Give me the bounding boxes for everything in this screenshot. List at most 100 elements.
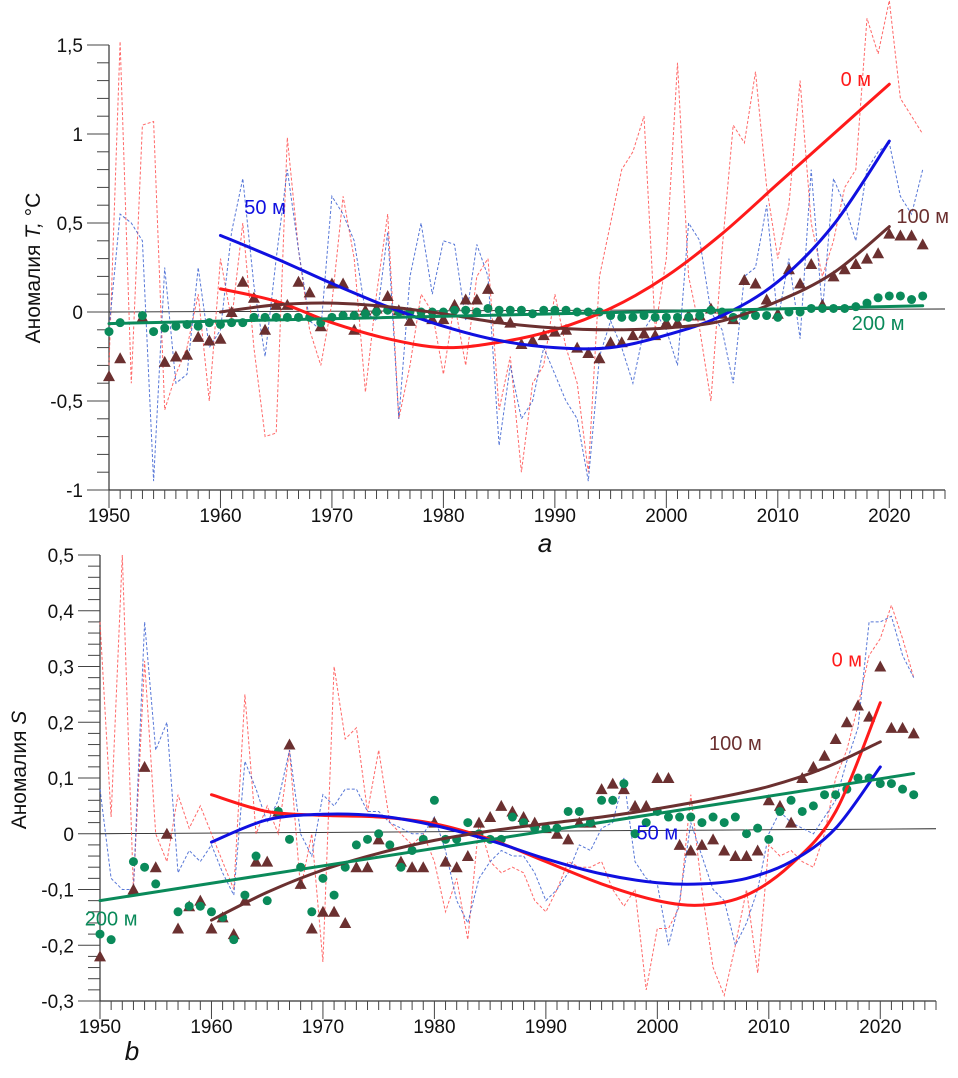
y-axis-title: Аномалия S (8, 711, 31, 830)
circle-marker (193, 321, 203, 331)
triangle-marker (805, 257, 818, 269)
triangle-marker (883, 227, 896, 239)
circle-marker (262, 896, 272, 906)
triangle-marker (684, 844, 697, 856)
panel-a-temperature: 1950 1960 1970 1980 1990 2000 2010 2020 -1 -0,5 0 0… (22, 0, 949, 558)
y-axis-title-prefix: Аномалия (8, 725, 31, 830)
triangle-marker (794, 277, 807, 289)
circle-marker (307, 907, 317, 917)
circle-marker (494, 305, 504, 315)
y-axis-title-unit: °C (22, 193, 45, 222)
triangle-marker (785, 816, 798, 828)
y-tick-label: 0 (72, 303, 83, 324)
triangle-marker (537, 329, 550, 341)
triangle-marker (626, 329, 639, 341)
triangle-marker (114, 352, 127, 364)
circle-marker (808, 801, 818, 811)
x-tick-label: 1990 (525, 1017, 567, 1038)
triangle-marker (316, 905, 329, 917)
y-tick-label: -1 (66, 481, 83, 502)
circle-marker (251, 851, 261, 861)
x-tick-label: 2020 (868, 506, 910, 527)
circle-marker (895, 291, 905, 301)
triangle-marker (214, 332, 227, 344)
series-label-50m: 50 м (244, 197, 286, 219)
triangle-marker (461, 850, 474, 862)
circle-marker (661, 312, 671, 322)
triangle-marker (181, 348, 194, 360)
triangle-marker (203, 334, 216, 346)
circle-marker (697, 818, 707, 828)
circle-marker (719, 818, 729, 828)
triangle-marker (303, 286, 316, 298)
triangle-marker (127, 883, 140, 895)
triangle-marker (818, 749, 831, 761)
circle-marker (574, 806, 584, 816)
triangle-marker (551, 827, 564, 839)
triangle-marker (236, 275, 249, 287)
circle-marker (797, 806, 807, 816)
triangle-marker (582, 346, 595, 358)
circle-marker (628, 312, 638, 322)
triangle-marker (849, 257, 862, 269)
triangle-marker (740, 850, 753, 862)
x-tick-label: 1980 (413, 1017, 455, 1038)
triangle-marker (593, 352, 606, 364)
triangle-marker (526, 334, 539, 346)
panel-label: a (538, 528, 552, 558)
circle-marker (173, 907, 183, 917)
circle-marker (630, 829, 640, 839)
circle-marker (206, 907, 216, 917)
triangle-marker (629, 799, 642, 811)
triangle-marker (638, 327, 651, 339)
triangle-marker (604, 336, 617, 348)
circle-marker (918, 291, 928, 301)
triangle-marker (149, 861, 162, 873)
triangle-marker (874, 660, 887, 672)
y-tick-label: 0,3 (48, 658, 74, 679)
triangle-marker (640, 799, 653, 811)
y-tick-label: -0,3 (41, 992, 74, 1013)
triangle-marker (481, 282, 494, 294)
triangle-marker (350, 861, 363, 873)
triangle-marker (807, 760, 820, 772)
triangle-marker (192, 330, 205, 342)
triangle-marker (606, 777, 619, 789)
series-label-0m: 0 м (841, 69, 871, 91)
circle-marker (875, 779, 885, 789)
triangle-marker (707, 833, 720, 845)
x-tick-label: 1960 (199, 506, 241, 527)
circle-marker (773, 312, 783, 322)
triangle-marker (169, 350, 182, 362)
trend-line-50m (209, 765, 882, 886)
y-tick-label: -0,1 (41, 881, 74, 902)
circle-marker (450, 305, 460, 315)
triangle-marker (562, 833, 575, 845)
triangle-marker (138, 760, 151, 772)
series-label-100m: 100 м (709, 733, 762, 755)
triangle-marker (617, 783, 630, 795)
triangle-marker (651, 772, 664, 783)
marker-series-100m (103, 227, 929, 382)
circle-marker (137, 311, 147, 321)
y-axis-title: Аномалия T, °C (22, 193, 45, 344)
circle-marker (873, 293, 883, 303)
triangle-marker (851, 699, 864, 711)
circle-marker (762, 311, 772, 321)
series-label-0m: 0 м (832, 650, 862, 672)
y-tick-label: 0,5 (57, 214, 83, 235)
triangle-marker (905, 229, 918, 241)
triangle-marker (103, 370, 115, 382)
y-tick-label: 1 (72, 125, 83, 146)
y-tick-label: 0,5 (48, 546, 74, 567)
triangle-marker (484, 811, 497, 823)
x-tick-label: 1960 (190, 1017, 232, 1038)
circle-marker (775, 806, 785, 816)
triangle-marker (760, 293, 773, 305)
trend-line-100m (209, 740, 882, 922)
circle-marker (820, 790, 830, 800)
circle-marker (831, 790, 841, 800)
x-tick-label: 2010 (757, 506, 799, 527)
circle-marker (351, 840, 361, 850)
circle-marker (907, 295, 917, 305)
